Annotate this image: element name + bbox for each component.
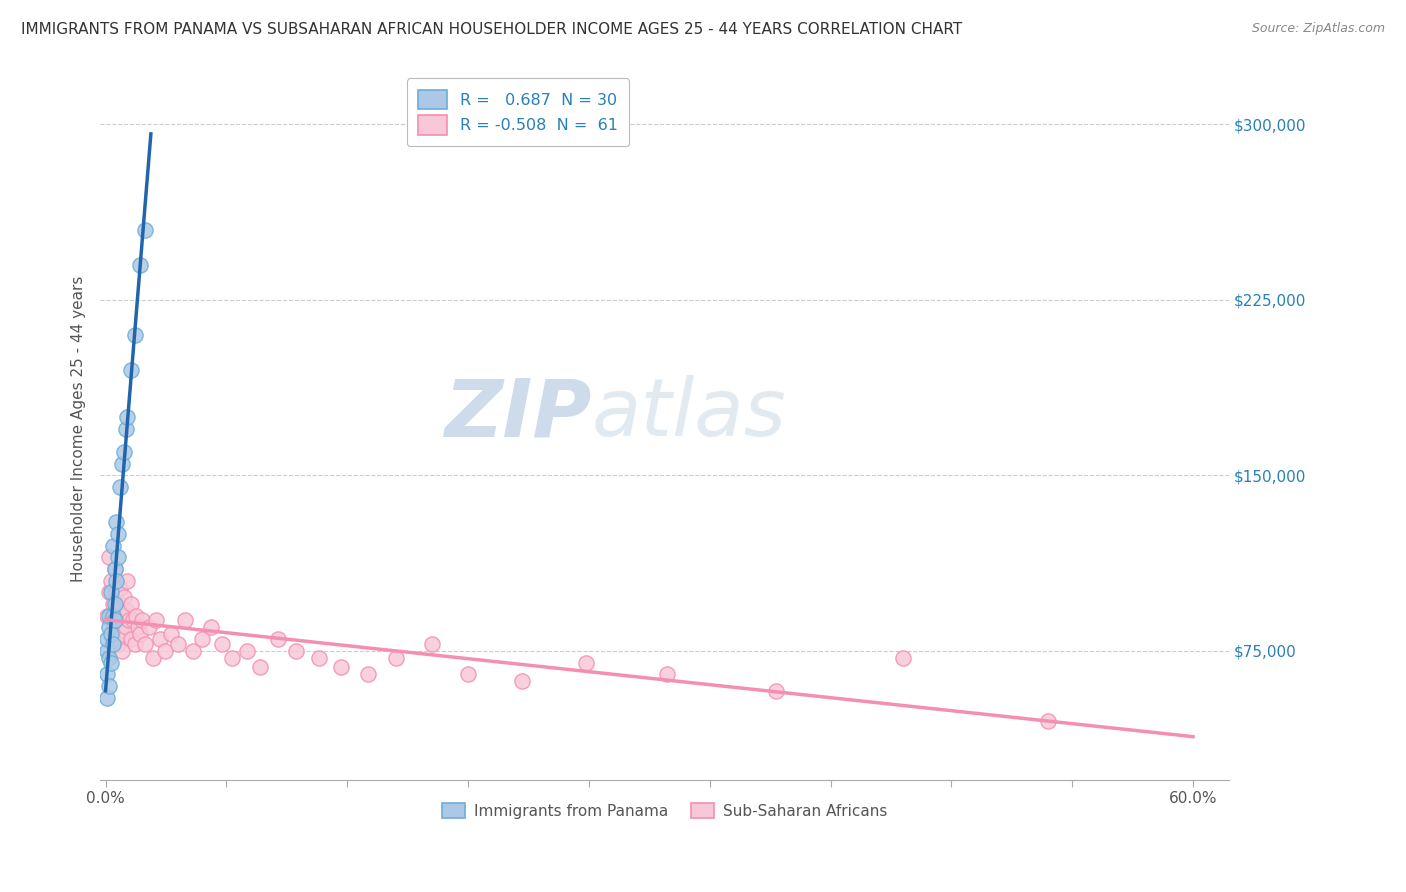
Point — [657, 667, 679, 681]
Point — [129, 258, 152, 272]
Point — [107, 614, 129, 628]
Point — [125, 608, 148, 623]
Point — [104, 597, 127, 611]
Point — [117, 409, 139, 424]
Point — [114, 620, 136, 634]
Point — [249, 660, 271, 674]
Point — [111, 644, 134, 658]
Point — [120, 632, 142, 647]
Point — [112, 590, 135, 604]
Point — [121, 614, 143, 628]
Text: Source: ZipAtlas.com: Source: ZipAtlas.com — [1251, 22, 1385, 36]
Point — [108, 581, 131, 595]
Point — [200, 620, 222, 634]
Point — [98, 608, 121, 623]
Point — [96, 690, 118, 705]
Point — [98, 550, 121, 565]
Point — [174, 614, 197, 628]
Point — [112, 608, 135, 623]
Point — [284, 644, 307, 658]
Point — [512, 674, 534, 689]
Point — [112, 445, 135, 459]
Point — [765, 683, 787, 698]
Point — [104, 614, 127, 628]
Y-axis label: Householder Income Ages 25 - 44 years: Householder Income Ages 25 - 44 years — [72, 276, 86, 582]
Point — [98, 679, 121, 693]
Point — [101, 539, 124, 553]
Point — [891, 651, 914, 665]
Point — [384, 651, 406, 665]
Point — [1036, 714, 1059, 728]
Text: ZIP: ZIP — [444, 376, 592, 453]
Point — [236, 644, 259, 658]
Point — [105, 620, 128, 634]
Point — [211, 637, 233, 651]
Point — [101, 608, 124, 623]
Point — [308, 651, 330, 665]
Point — [98, 651, 121, 665]
Point — [96, 608, 118, 623]
Point — [104, 562, 127, 576]
Point — [118, 614, 141, 628]
Point — [145, 614, 167, 628]
Point — [457, 667, 479, 681]
Point — [107, 550, 129, 565]
Point — [181, 644, 204, 658]
Point — [105, 515, 128, 529]
Point — [167, 637, 190, 651]
Point — [101, 637, 124, 651]
Point — [100, 585, 122, 599]
Point — [100, 574, 122, 588]
Point — [108, 597, 131, 611]
Point — [420, 637, 443, 651]
Text: IMMIGRANTS FROM PANAMA VS SUBSAHARAN AFRICAN HOUSEHOLDER INCOME AGES 25 - 44 YEA: IMMIGRANTS FROM PANAMA VS SUBSAHARAN AFR… — [21, 22, 962, 37]
Point — [155, 644, 177, 658]
Point — [104, 604, 127, 618]
Point — [96, 632, 118, 647]
Point — [117, 604, 139, 618]
Point — [111, 457, 134, 471]
Point — [575, 656, 598, 670]
Point — [131, 614, 153, 628]
Point — [127, 620, 149, 634]
Point — [100, 627, 122, 641]
Text: atlas: atlas — [592, 376, 786, 453]
Point — [159, 627, 181, 641]
Point — [98, 585, 121, 599]
Point — [111, 627, 134, 641]
Point — [190, 632, 212, 647]
Point — [134, 637, 156, 651]
Point — [101, 632, 124, 647]
Legend: Immigrants from Panama, Sub-Saharan Africans: Immigrants from Panama, Sub-Saharan Afri… — [436, 797, 894, 824]
Point — [107, 637, 129, 651]
Point — [221, 651, 243, 665]
Point — [120, 363, 142, 377]
Point — [107, 526, 129, 541]
Point — [96, 667, 118, 681]
Point — [96, 644, 118, 658]
Point — [98, 620, 121, 634]
Point — [357, 667, 380, 681]
Point — [100, 656, 122, 670]
Point — [138, 620, 160, 634]
Point — [267, 632, 290, 647]
Point — [129, 627, 152, 641]
Point — [114, 421, 136, 435]
Point — [124, 327, 146, 342]
Point — [124, 637, 146, 651]
Point — [330, 660, 353, 674]
Point — [117, 574, 139, 588]
Point — [134, 222, 156, 236]
Point — [105, 574, 128, 588]
Point — [120, 597, 142, 611]
Point — [100, 614, 122, 628]
Point — [104, 562, 127, 576]
Point — [149, 632, 172, 647]
Point — [105, 585, 128, 599]
Point — [101, 597, 124, 611]
Point — [108, 480, 131, 494]
Point — [142, 651, 165, 665]
